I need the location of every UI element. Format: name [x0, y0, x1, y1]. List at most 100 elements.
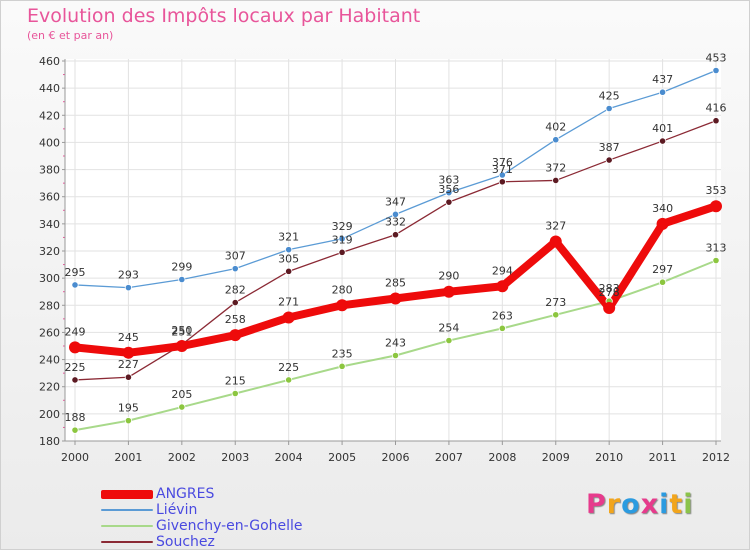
data-label-li-vin: 363	[438, 174, 459, 187]
data-label-angres: 290	[438, 270, 459, 283]
data-point-givenchy-en-gohelle	[71, 426, 79, 434]
data-label-li-vin: 321	[278, 231, 299, 244]
x-tick-label: 2007	[435, 451, 463, 464]
data-label-li-vin: 295	[65, 266, 86, 279]
data-point-angres	[282, 311, 295, 324]
data-label-angres: 285	[385, 277, 406, 290]
legend-item: Givenchy-en-Gohelle	[101, 518, 303, 534]
data-point-li-vin	[552, 136, 560, 144]
data-label-li-vin: 347	[385, 195, 406, 208]
x-tick-label: 2006	[382, 451, 410, 464]
data-point-li-vin	[124, 284, 133, 292]
data-label-li-vin: 293	[118, 269, 139, 282]
y-tick-label: 200	[39, 408, 60, 421]
data-label-souchez: 356	[438, 183, 459, 196]
logo-letter: i	[683, 489, 694, 520]
data-point-angres	[442, 285, 455, 298]
data-point-li-vin	[445, 189, 453, 197]
data-point-givenchy-en-gohelle	[712, 256, 720, 265]
data-label-givenchy-en-gohelle: 254	[438, 322, 459, 335]
x-tick-label: 2011	[649, 451, 677, 464]
y-tick-label: 220	[39, 381, 60, 394]
data-label-li-vin: 307	[225, 250, 246, 263]
x-tick-label: 2000	[61, 451, 89, 464]
data-label-souchez: 251	[171, 326, 192, 339]
data-label-givenchy-en-gohelle: 235	[332, 347, 353, 360]
data-label-angres: 294	[492, 264, 513, 277]
data-label-angres: 280	[332, 283, 353, 296]
data-label-givenchy-en-gohelle: 205	[171, 388, 192, 401]
data-label-li-vin: 329	[332, 220, 353, 233]
data-point-li-vin	[605, 104, 613, 113]
data-point-angres	[496, 280, 509, 293]
legend-label: Givenchy-en-Gohelle	[156, 518, 303, 534]
data-point-souchez	[391, 231, 400, 239]
data-label-souchez: 227	[118, 358, 139, 371]
data-label-givenchy-en-gohelle: 195	[118, 402, 139, 415]
data-label-li-vin: 402	[545, 121, 566, 134]
chart-title: Evolution des Impôts locaux par Habitant	[27, 5, 421, 27]
logo-letter: i	[659, 489, 670, 520]
logo-letter: P	[586, 489, 607, 520]
data-point-givenchy-en-gohelle	[552, 311, 560, 319]
data-label-angres: 340	[652, 202, 673, 215]
data-label-angres: 250	[171, 324, 192, 337]
data-point-li-vin	[391, 210, 400, 218]
data-point-givenchy-en-gohelle	[498, 324, 506, 332]
x-tick-label: 2004	[275, 451, 303, 464]
x-tick-label: 2001	[114, 451, 142, 464]
data-point-angres	[603, 302, 616, 314]
data-label-souchez: 319	[332, 233, 353, 246]
data-point-souchez	[338, 248, 346, 256]
y-tick-label: 460	[39, 55, 60, 68]
y-tick-label: 300	[39, 272, 60, 285]
x-tick-label: 2009	[542, 451, 570, 464]
data-point-angres	[710, 200, 722, 213]
y-tick-label: 380	[39, 164, 60, 177]
data-label-souchez: 282	[225, 284, 246, 297]
data-label-angres: 278	[599, 286, 620, 299]
data-point-souchez	[552, 176, 560, 185]
data-point-li-vin	[71, 281, 79, 289]
legend-label: Liévin	[156, 502, 198, 518]
data-label-li-vin: 453	[706, 52, 727, 65]
data-label-givenchy-en-gohelle: 243	[385, 337, 406, 350]
x-tick-label: 2010	[595, 451, 623, 464]
data-point-givenchy-en-gohelle	[124, 417, 133, 425]
y-tick-label: 420	[39, 109, 60, 122]
legend: ANGRES Liévin Givenchy-en-Gohelle Souchez	[101, 486, 303, 550]
data-point-souchez	[124, 373, 133, 381]
data-point-li-vin	[658, 88, 667, 96]
data-point-souchez	[712, 117, 720, 125]
data-point-angres	[175, 340, 188, 352]
plot-area	[65, 59, 721, 441]
data-point-givenchy-en-gohelle	[285, 376, 293, 384]
data-label-givenchy-en-gohelle: 263	[492, 309, 513, 322]
legend-swatch	[101, 489, 153, 499]
data-label-givenchy-en-gohelle: 313	[706, 242, 727, 255]
data-label-angres: 258	[225, 313, 246, 326]
logo-letter: x	[640, 489, 660, 520]
data-point-givenchy-en-gohelle	[445, 336, 453, 345]
legend-swatch	[101, 509, 153, 511]
data-label-givenchy-en-gohelle: 273	[545, 296, 566, 309]
y-tick-label: 400	[39, 136, 60, 149]
x-tick-label: 2005	[328, 451, 356, 464]
data-label-givenchy-en-gohelle: 225	[278, 361, 299, 374]
y-tick-label: 360	[39, 191, 60, 204]
data-label-angres: 353	[706, 184, 727, 197]
data-point-souchez	[605, 156, 613, 164]
x-tick-label: 2003	[221, 451, 249, 464]
legend-label: Souchez	[156, 534, 215, 550]
y-tick-label: 280	[39, 299, 60, 312]
data-point-souchez	[231, 298, 239, 307]
legend-item: Souchez	[101, 534, 303, 550]
data-label-angres: 245	[118, 331, 139, 344]
data-label-givenchy-en-gohelle: 283	[599, 282, 620, 295]
data-point-li-vin	[178, 275, 186, 284]
logo-letter: o	[621, 489, 641, 520]
data-label-souchez: 371	[492, 163, 513, 176]
data-point-souchez	[285, 267, 293, 275]
data-label-angres: 271	[278, 296, 299, 309]
